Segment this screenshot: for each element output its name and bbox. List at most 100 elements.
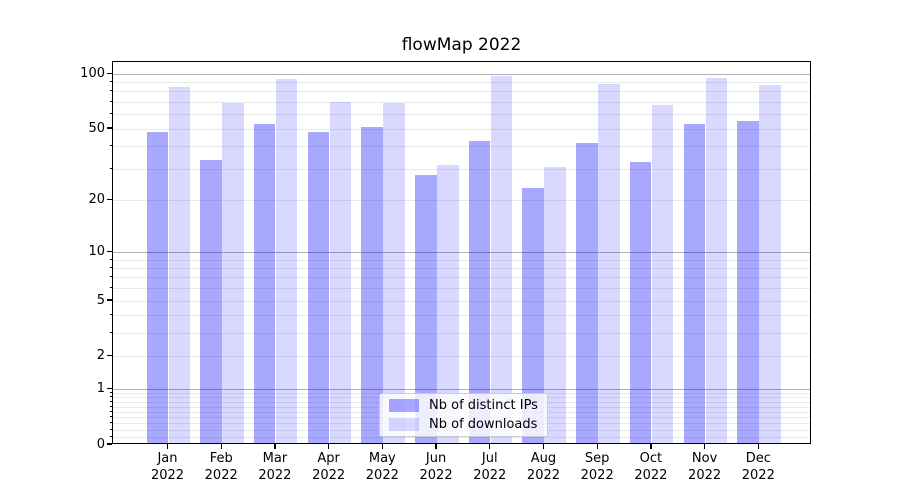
bar-downloads-may xyxy=(383,102,405,443)
x-tick-label-month: Sep xyxy=(584,451,610,466)
bar-ips-aug xyxy=(522,187,544,443)
y-tick-label: 50 xyxy=(88,120,105,136)
x-tick-label-year: 2022 xyxy=(150,468,185,483)
gridline-minor xyxy=(113,199,810,201)
bar-downloads-feb xyxy=(222,102,244,443)
legend-item-downloads: Nb of downloads xyxy=(380,415,547,434)
x-tick-label-year: 2022 xyxy=(634,468,668,483)
bar-ips-nov xyxy=(683,124,706,443)
x-tick-label-month: Jan xyxy=(157,451,178,466)
x-tick-label-year: 2022 xyxy=(741,468,775,483)
gridline-minor xyxy=(113,300,810,302)
gridline-minor xyxy=(113,114,810,116)
y-minor-tick xyxy=(109,400,112,402)
gridline-minor xyxy=(113,277,810,279)
x-tick-label-year: 2022 xyxy=(258,468,292,483)
bar-ips-sep xyxy=(576,142,598,443)
gridline-major xyxy=(113,73,810,75)
x-tick xyxy=(435,444,437,449)
x-tick xyxy=(328,444,330,449)
gridline-minor xyxy=(113,333,810,335)
gridline-minor xyxy=(113,102,810,104)
gridline-minor xyxy=(113,91,810,93)
x-tick-label-month: Dec xyxy=(745,451,771,466)
y-minor-tick xyxy=(109,90,112,92)
y-minor-tick xyxy=(109,127,112,129)
gridline-minor xyxy=(113,128,810,130)
y-tick-label: 1 xyxy=(96,380,105,396)
x-tick-label-month: Mar xyxy=(262,451,288,466)
x-tick-label-year: 2022 xyxy=(473,468,507,483)
x-tick-label: Oct 2022 xyxy=(620,450,682,484)
x-tick-label: Nov 2022 xyxy=(674,450,736,484)
y-minor-tick xyxy=(109,396,112,398)
x-tick xyxy=(489,444,491,449)
y-minor-tick xyxy=(109,101,112,103)
y-minor-tick xyxy=(109,355,112,357)
y-tick xyxy=(107,250,112,253)
y-tick xyxy=(107,72,112,74)
bar-ips-mar xyxy=(253,124,276,443)
gridline-major xyxy=(113,251,810,253)
x-tick-label: Jul 2022 xyxy=(459,450,521,484)
gridline-minor xyxy=(113,168,810,170)
x-tick-label-month: Oct xyxy=(639,451,663,466)
bar-downloads-aug xyxy=(544,167,566,443)
y-tick-label: 20 xyxy=(88,191,105,207)
y-minor-tick xyxy=(109,167,112,169)
x-tick xyxy=(274,444,276,449)
chart-title: flowMap 2022 xyxy=(401,35,522,55)
y-tick-label: 10 xyxy=(88,243,105,259)
legend-swatch-ips xyxy=(389,399,419,412)
x-tick-label-month: May xyxy=(368,451,396,466)
x-tick-label-year: 2022 xyxy=(365,468,399,483)
x-tick-label: Dec 2022 xyxy=(727,450,789,484)
y-minor-tick xyxy=(109,435,112,437)
x-tick-label-year: 2022 xyxy=(526,468,561,483)
gridline-minor xyxy=(113,146,810,148)
x-tick-label: Jun 2022 xyxy=(405,450,467,484)
bar-downloads-oct xyxy=(651,105,674,443)
bar-downloads-apr xyxy=(329,101,352,443)
legend-swatch-downloads xyxy=(389,418,419,431)
gridline-minor xyxy=(113,82,810,84)
y-minor-tick xyxy=(109,410,112,412)
gridline-minor xyxy=(113,288,810,290)
x-tick xyxy=(757,444,759,449)
x-tick-label-year: 2022 xyxy=(688,468,722,483)
x-tick-label-month: Apr xyxy=(317,451,340,466)
y-minor-tick xyxy=(109,145,112,147)
x-tick xyxy=(542,444,545,449)
y-minor-tick xyxy=(109,314,112,316)
legend-label-downloads: Nb of downloads xyxy=(429,417,538,432)
x-tick-label: Aug 2022 xyxy=(512,450,574,484)
bar-ips-apr xyxy=(307,132,330,443)
x-tick-label: Apr 2022 xyxy=(298,450,360,484)
bar-downloads-dec xyxy=(759,85,781,443)
y-minor-tick xyxy=(109,198,112,200)
x-tick xyxy=(220,444,222,449)
legend-item-distinct-ips: Nb of distinct IPs xyxy=(380,396,547,415)
x-tick-label-month: Jun xyxy=(425,451,447,466)
y-minor-tick xyxy=(109,258,112,260)
bar-ips-jun xyxy=(415,175,437,443)
gridline-minor xyxy=(113,356,810,358)
y-minor-tick xyxy=(109,81,112,83)
y-minor-tick xyxy=(109,391,112,393)
x-tick-label-year: 2022 xyxy=(580,468,614,483)
x-tick-label: Feb 2022 xyxy=(190,450,252,484)
bar-ips-may xyxy=(361,127,383,443)
bar-ips-jul xyxy=(468,140,491,443)
bar-downloads-jul xyxy=(490,76,513,443)
bar-downloads-mar xyxy=(275,78,298,443)
y-tick xyxy=(107,443,112,445)
legend-label-distinct-ips: Nb of distinct IPs xyxy=(429,398,538,413)
bar-ips-feb xyxy=(200,159,222,443)
y-minor-tick xyxy=(109,276,112,278)
gridline-minor xyxy=(113,315,810,317)
y-minor-tick xyxy=(109,416,112,418)
x-tick-label: Jan 2022 xyxy=(137,450,199,484)
x-tick xyxy=(704,444,706,449)
x-tick xyxy=(596,444,598,449)
